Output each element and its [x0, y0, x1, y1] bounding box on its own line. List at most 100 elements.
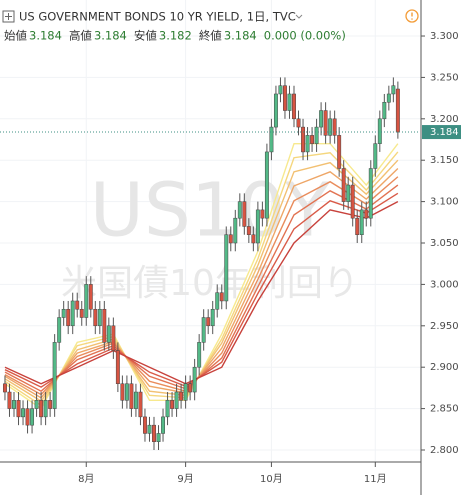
candle-body	[192, 366, 197, 393]
y-tick-label: 2.900	[430, 362, 459, 373]
candle-body	[25, 408, 30, 426]
alert-icon[interactable]	[405, 9, 419, 23]
y-tick-label: 3.150	[430, 155, 459, 166]
candle-body	[395, 88, 400, 133]
y-tick-label: 2.950	[430, 321, 459, 332]
moving-average-line	[4, 200, 399, 385]
candle-body	[350, 184, 355, 219]
candle-body	[255, 209, 260, 244]
ohlc-value: 3.184	[94, 29, 127, 43]
candle-body	[224, 234, 229, 302]
candle-body	[70, 300, 75, 327]
candle-body	[3, 383, 7, 393]
watermark-symbol: US10Y	[90, 168, 331, 254]
symbol-icon[interactable]	[2, 10, 15, 23]
candle-body	[21, 408, 25, 418]
dropdown-arrow[interactable]	[295, 14, 303, 19]
x-tick-label: 8月	[78, 473, 94, 485]
ohlc-label: 終値	[199, 29, 222, 43]
candle-body	[48, 400, 53, 409]
ohlc-value: 3.184	[29, 29, 62, 43]
candle-body	[233, 217, 238, 244]
candle-body	[355, 217, 360, 235]
candle-body	[161, 416, 165, 434]
candle-body	[174, 391, 179, 409]
y-tick-label: 3.250	[430, 72, 459, 83]
candle-body	[337, 135, 342, 169]
candle-body	[66, 308, 71, 327]
candle-body	[269, 126, 274, 153]
ohlc-label: 始値	[4, 29, 27, 43]
candle-body	[75, 300, 80, 310]
moving-average-line	[4, 176, 399, 396]
y-tick-label: 3.200	[430, 114, 459, 125]
y-tick-label: 3.300	[430, 31, 459, 42]
candle-body	[79, 308, 84, 318]
candle-body	[332, 118, 337, 136]
candle-body	[7, 391, 12, 409]
y-tick-label: 2.800	[430, 445, 459, 456]
candle-body	[305, 135, 310, 153]
candle-body	[106, 325, 111, 343]
candle-body	[391, 85, 396, 95]
candle-body	[301, 126, 305, 153]
candle-body	[359, 209, 364, 235]
watermark-description: 米国債10年利回り	[61, 263, 359, 304]
candle-body	[201, 317, 206, 343]
candle-body	[319, 110, 324, 128]
plot-area	[0, 77, 420, 450]
candle-body	[242, 201, 247, 227]
candle-body	[283, 85, 287, 111]
chart-title: US GOVERNMENT BONDS 10 YR YIELD, 1日, TVC	[19, 10, 296, 24]
candle-body	[170, 400, 175, 409]
candle-body	[206, 317, 211, 327]
axes: 2.800 2.850 2.900 2.950 3.000 3.050 3.100 3.150…	[78, 31, 461, 485]
candle-body	[215, 292, 220, 310]
candle-body	[120, 383, 125, 401]
moving-average-line	[4, 192, 399, 388]
candle-body	[260, 209, 265, 219]
candle-body	[102, 308, 107, 343]
candle-body	[143, 416, 147, 434]
candle-body	[57, 317, 62, 343]
x-tick-label: 10月	[260, 473, 283, 485]
candle-body	[43, 400, 48, 418]
candle-body	[97, 308, 102, 327]
candle-body	[88, 284, 93, 310]
candle-body	[39, 400, 44, 418]
candle-body	[377, 118, 382, 144]
candle-body	[237, 201, 242, 219]
candle-body	[210, 308, 215, 327]
candle-body	[147, 424, 152, 434]
candle-body	[124, 383, 129, 401]
candle-body	[197, 342, 202, 368]
candle-body	[111, 325, 116, 351]
candle-body	[84, 284, 89, 318]
ohlc-value: 0.000 (0.00%)	[264, 29, 346, 43]
candle-body	[292, 93, 296, 120]
candle-body	[115, 350, 120, 385]
candle-body	[52, 342, 57, 409]
candle-body	[61, 308, 66, 318]
candle-body	[328, 118, 333, 136]
candle-body	[138, 391, 143, 418]
candle-body	[273, 93, 278, 128]
candle-body	[386, 93, 391, 103]
x-tick-label: 11月	[364, 473, 387, 485]
candle-body	[296, 118, 301, 128]
candle-body	[16, 400, 21, 418]
candle-body	[310, 135, 315, 144]
candle-body	[314, 126, 319, 144]
candle-body	[368, 168, 373, 219]
alert-icon-part	[411, 18, 413, 20]
ohlc-value: 3.184	[224, 29, 257, 43]
ohlc-label: 安値	[134, 29, 157, 43]
candle-body	[129, 383, 134, 409]
candle-body	[251, 234, 256, 244]
candle-body	[34, 400, 39, 409]
candle-body	[278, 85, 283, 95]
y-tick-label: 3.000	[430, 279, 459, 290]
candle-body	[364, 209, 369, 219]
moving-average-line	[4, 159, 399, 403]
candle-body	[382, 102, 387, 120]
